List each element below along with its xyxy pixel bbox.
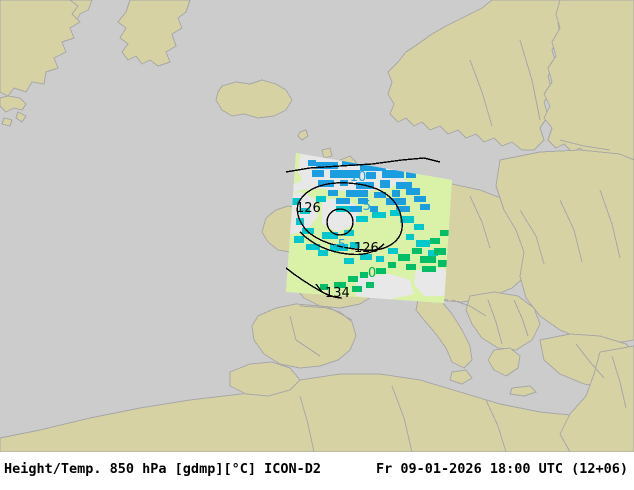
temp-label-zero: 0 xyxy=(368,266,376,281)
greenland-south-landmass xyxy=(117,0,191,67)
domain-neutral-patch-e xyxy=(414,268,452,296)
border-africa-c xyxy=(485,399,507,452)
sicily-landmass xyxy=(449,369,473,385)
middle-east-landmass xyxy=(559,345,634,452)
temp-label-minus5-north: -5 xyxy=(358,199,371,214)
border-turkey-a xyxy=(575,343,605,379)
border-mideast xyxy=(611,355,627,409)
border-poland-east xyxy=(469,195,491,249)
arctic-landmass-left xyxy=(0,0,81,97)
border-africa-a xyxy=(299,395,315,452)
border-scandi-a xyxy=(469,59,493,127)
border-iberia-internal xyxy=(289,315,321,357)
contour-label-126-west: 126 xyxy=(296,201,321,216)
eastern-europe-landmass xyxy=(495,149,634,345)
border-layer xyxy=(289,39,627,452)
map-valid-time-label: Fr 09-01-2026 18:00 UTC (12+06) xyxy=(376,461,628,477)
contour-label-126-east: 126 xyxy=(354,241,379,256)
border-baltic xyxy=(559,139,611,151)
scandinavia-landmass xyxy=(387,0,567,151)
contour-low-center xyxy=(326,208,354,236)
border-east-a xyxy=(519,209,545,265)
contour-north xyxy=(285,157,441,173)
temp-band-zero-green xyxy=(320,230,450,292)
temp-label-minus5-south: -5 xyxy=(333,238,346,253)
contour-label-134: 134 xyxy=(325,286,350,301)
border-east-c xyxy=(599,189,621,259)
border-africa-b xyxy=(391,385,413,452)
border-scandi-b xyxy=(519,39,541,121)
contour-134-tail xyxy=(315,283,331,297)
temp-label-layer: -10 -5 -5 0 xyxy=(333,170,376,281)
footer-bar: Height/Temp. 850 hPa [gdmp][°C] ICON-D2 … xyxy=(0,452,634,490)
temp-label-minus10: -10 xyxy=(345,170,366,185)
contour-label-layer: 126 126 134 xyxy=(296,201,379,301)
contour-126-outer xyxy=(296,182,403,251)
contour-layer xyxy=(285,157,441,299)
contour-sw-trough xyxy=(299,231,385,256)
border-italy-balkans xyxy=(451,299,487,317)
iberia-landmass xyxy=(251,303,357,369)
map-canvas[interactable]: 126 126 134 -10 -5 -5 0 xyxy=(0,0,634,452)
iceland-landmass xyxy=(215,79,293,119)
map-title-label: Height/Temp. 850 hPa [gdmp][°C] ICON-D2 xyxy=(4,461,321,477)
domain-neutral-patch-d xyxy=(356,274,414,300)
balkans-landmass xyxy=(465,291,541,351)
greece-landmass xyxy=(487,347,521,377)
faroe-islands-landmass xyxy=(297,129,309,141)
small-island-b xyxy=(15,111,27,123)
temp-band-minus5 xyxy=(292,196,438,264)
border-balkan-internal-a xyxy=(487,299,503,345)
morocco-landmass xyxy=(229,361,301,397)
crete-landmass xyxy=(509,385,537,397)
border-france-spain xyxy=(299,305,353,321)
italy-landmass xyxy=(415,295,473,369)
map-graphics: 126 126 134 -10 -5 -5 0 xyxy=(0,0,634,452)
small-island-a xyxy=(1,117,13,127)
newfoundland-landmass xyxy=(0,95,27,113)
border-east-b xyxy=(559,199,583,263)
scotland-isles-landmass xyxy=(321,147,333,159)
border-balkan-internal-b xyxy=(513,299,529,337)
